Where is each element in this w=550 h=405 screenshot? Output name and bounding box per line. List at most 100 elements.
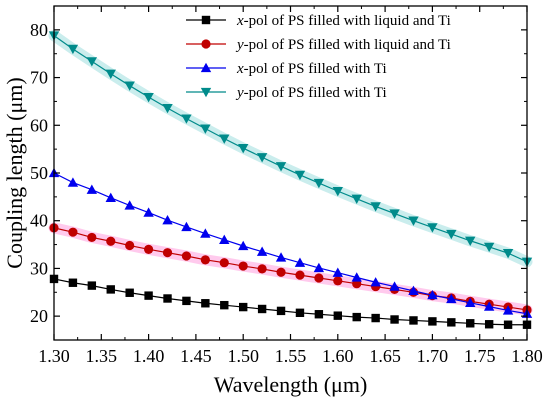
x-tick-label: 1.70 [417,346,449,366]
data-point [409,316,418,325]
data-point [106,285,115,294]
legend-entry: x-pol of PS filled with liquid and Ti [236,13,451,29]
x-tick-label: 1.40 [133,346,165,366]
y-tick-label: 60 [30,115,48,135]
y-tick-label: 30 [30,258,48,278]
data-point [466,319,475,328]
legend-marker [200,62,212,73]
legend-marker [200,87,212,98]
data-point [238,144,249,154]
data-point [275,252,287,262]
data-point [67,177,79,187]
data-point [503,320,513,329]
data-point [446,293,457,304]
data-point [238,240,249,251]
data-point [143,92,154,103]
data-point [295,308,305,318]
series-layer [48,31,533,329]
data-point [201,299,210,308]
legend-entry: x-pol of PS filled with Ti [236,61,387,77]
data-point [370,202,381,212]
data-point [370,277,381,287]
data-point [294,170,306,181]
legend: x-pol of PS filled with liquid and Tiy-p… [186,13,451,101]
x-tick-label: 1.45 [180,346,212,366]
data-point [125,288,134,297]
legend-entry-polarization: x [236,13,244,29]
data-point [333,276,343,286]
data-point [257,264,267,274]
y-tick-label: 80 [30,20,48,40]
data-point [181,221,192,232]
data-point [144,244,154,254]
data-point [428,317,437,326]
data-point [162,248,173,258]
data-point [276,306,286,316]
x-tick-label: 1.30 [38,346,70,366]
series-1 [49,274,532,329]
legend-entry: y-pol of PS filled with liquid and Ti [235,37,451,53]
legend-entry-polarization: y [235,37,244,53]
data-point [220,300,229,310]
x-axis-label: Wavelength (μm) [214,372,368,397]
data-point [143,207,154,217]
data-point [483,301,495,311]
y-axis-label: Coupling length (μm) [2,77,27,268]
data-point [67,44,79,55]
x-tick-label: 1.50 [227,346,259,366]
data-point [125,240,135,251]
x-tick-label: 1.65 [369,346,401,366]
legend-entry-polarization: x [236,61,244,77]
data-point [105,69,116,79]
x-tick-label: 1.35 [86,346,118,366]
data-point [86,57,98,67]
data-point [257,304,267,314]
data-point [238,261,248,271]
data-point [200,124,211,134]
y-tick-label: 20 [30,306,48,326]
data-point [106,236,116,246]
data-point [162,103,173,114]
data-point [408,285,419,296]
x-tick-label: 1.55 [275,346,307,366]
y-tick-label: 50 [30,163,48,183]
data-point [276,267,286,277]
data-point [181,114,192,124]
data-point [87,281,97,290]
legend-entry-description: -pol of PS filled with liquid and Ti [244,37,451,53]
data-point [200,228,211,238]
data-point [351,194,362,204]
data-point [389,209,400,219]
data-point [181,251,192,261]
data-point [483,242,495,253]
data-point [502,305,514,315]
data-point [239,302,248,312]
data-point [390,315,399,324]
x-tick-label: 1.80 [511,346,543,366]
data-point [275,162,287,172]
data-point [313,178,325,189]
data-point [502,249,514,259]
data-point [408,216,419,226]
data-point [427,289,438,300]
data-point [86,184,98,194]
data-point [256,153,268,163]
data-point [371,313,380,323]
axis-ticks: 1.30 1.35 1.40 1.45 1.50 1.55 1.60 1.65 1.70 1.75… [30,6,543,366]
x-tick-label: 1.60 [322,346,354,366]
y-tick-label: 40 [30,211,48,231]
y-tick-label: 70 [30,68,48,88]
data-point [314,310,324,319]
data-point [465,236,476,246]
series-3 [48,167,533,318]
data-point [447,318,456,327]
legend-marker [201,39,211,49]
legend-entry-description: -pol of PS filled with Ti [244,61,387,77]
data-point [465,297,476,307]
data-point [333,311,342,320]
data-point [389,281,400,291]
data-point [162,215,173,225]
data-point [68,227,78,237]
data-point [332,186,343,197]
